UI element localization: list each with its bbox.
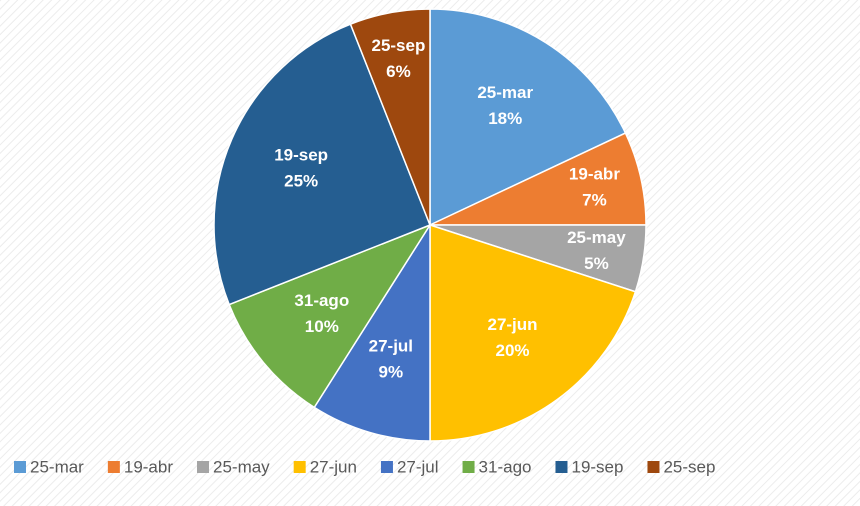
legend-label: 19-sep	[571, 457, 623, 476]
legend-label: 27-jul	[397, 457, 439, 476]
data-label-category: 19-abr	[569, 165, 620, 184]
legend-label: 25-sep	[663, 457, 715, 476]
pie-slice	[349, 8, 431, 226]
legend-swatch	[555, 461, 568, 473]
legend-swatch	[647, 461, 660, 473]
data-label-category: 27-jul	[369, 336, 413, 355]
data-label-value: 5%	[584, 254, 609, 273]
legend-swatch	[107, 461, 120, 473]
legend-label: 31-ago	[479, 457, 532, 476]
data-label-category: 25-sep	[371, 36, 425, 55]
legend-swatch	[293, 461, 306, 473]
data-label-category: 25-may	[567, 228, 626, 247]
legend-label: 27-jun	[310, 457, 357, 476]
legend-label: 25-may	[213, 457, 270, 476]
data-label-category: 27-jun	[487, 315, 537, 334]
legend-label: 25-mar	[30, 457, 84, 476]
data-label-value: 18%	[488, 109, 522, 128]
data-label-value: 9%	[379, 362, 404, 381]
pie-slice	[429, 8, 627, 227]
pie-slice	[228, 223, 432, 409]
legend-label: 19-abr	[124, 457, 173, 476]
legend-swatch	[462, 461, 475, 473]
pie-slice	[313, 222, 431, 442]
data-label-category: 25-mar	[477, 83, 533, 102]
data-label-value: 25%	[284, 172, 318, 191]
data-label-value: 7%	[582, 191, 607, 210]
legend: 25-mar 19-abr 25-may 27-jun 27-jul 31-ago 19-s…	[14, 457, 715, 476]
data-label-value: 10%	[305, 317, 339, 336]
data-label-value: 20%	[496, 341, 530, 360]
legend-swatch	[14, 461, 26, 473]
pie-slice	[429, 223, 637, 442]
data-label-category: 19-sep	[274, 146, 328, 165]
legend-swatch	[380, 461, 393, 473]
data-label-value: 6%	[386, 62, 411, 81]
data-label-category: 31-ago	[294, 291, 349, 310]
pie-slice	[213, 23, 431, 306]
legend-swatch	[197, 461, 209, 473]
